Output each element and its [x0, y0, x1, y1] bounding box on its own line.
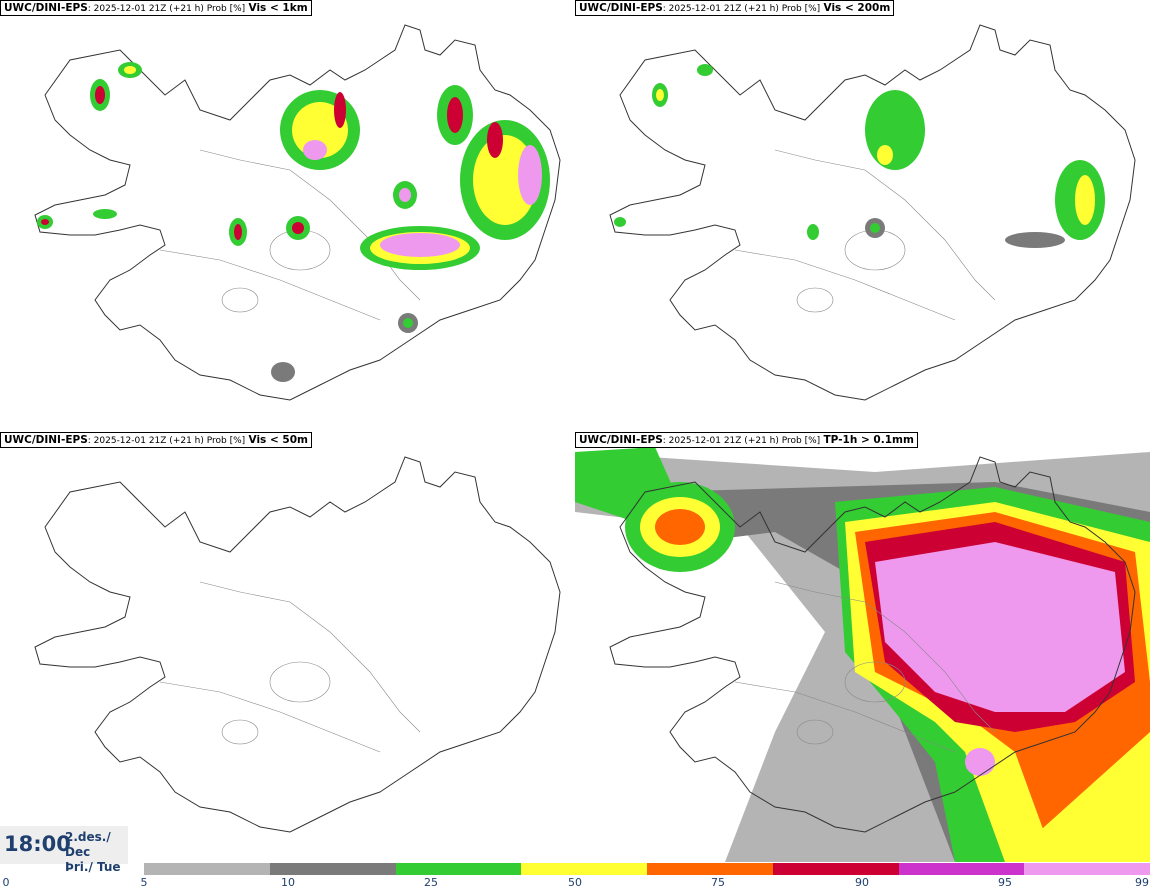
panel-title: UWC/DINI-EPS: 2025-12-01 21Z (+21 h) Pro…	[0, 432, 312, 448]
panel-title: UWC/DINI-EPS: 2025-12-01 21Z (+21 h) Pro…	[575, 432, 918, 448]
colorbar-tick-label: 10	[281, 876, 295, 889]
colorbar-segment	[647, 863, 773, 875]
colorbar-tick-label: 95	[998, 876, 1012, 889]
valid-date: 2.des./ Dec Þri./ Tue	[65, 830, 128, 875]
colorbar-segment	[395, 863, 522, 875]
panel-title: UWC/DINI-EPS: 2025-12-01 21Z (+21 h) Pro…	[575, 0, 895, 16]
colorbar-tick-label: 50	[568, 876, 582, 889]
valid-time-box: 18:00 2.des./ Dec Þri./ Tue	[0, 826, 128, 874]
probability-field	[37, 62, 550, 382]
map-panel-vis-50m: UWC/DINI-EPS: 2025-12-01 21Z (+21 h) Pro…	[0, 432, 575, 862]
colorbar-tick-label: 75	[711, 876, 725, 889]
map-vis-1km	[34, 24, 561, 401]
colorbar	[144, 863, 1150, 875]
colorbar-segment	[1024, 863, 1150, 875]
map-panel-vis-1km: UWC/DINI-EPS: 2025-12-01 21Z (+21 h) Pro…	[0, 0, 575, 430]
valid-time: 18:00	[4, 832, 71, 856]
map-precip	[575, 447, 1150, 862]
colorbar-tick-label: 5	[140, 876, 148, 889]
colorbar-segment	[898, 863, 1025, 875]
colorbar-segment	[144, 863, 270, 875]
map-panel-precip: UWC/DINI-EPS: 2025-12-01 21Z (+21 h) Pro…	[575, 432, 1150, 862]
colorbar-segment	[269, 863, 396, 875]
colorbar-tick-label: 90	[855, 876, 869, 889]
panel-title: UWC/DINI-EPS: 2025-12-01 21Z (+21 h) Pro…	[0, 0, 312, 16]
map-vis-200m	[609, 24, 1136, 401]
probability-field	[575, 447, 1150, 862]
colorbar-segment	[521, 863, 647, 875]
valid-date-line2: Þri./ Tue	[65, 860, 121, 874]
valid-date-line1: 2.des./ Dec	[65, 830, 111, 859]
colorbar-segment	[772, 863, 899, 875]
colorbar-tick-label: 0	[2, 876, 10, 889]
map-vis-50m	[34, 456, 561, 833]
probability-field	[614, 64, 1105, 248]
colorbar-tick-label: 99	[1135, 876, 1149, 889]
colorbar-tick-label: 25	[424, 876, 438, 889]
map-panel-vis-200m: UWC/DINI-EPS: 2025-12-01 21Z (+21 h) Pro…	[575, 0, 1150, 430]
colorbar-ticks: 0 5 10 25 50 75 90 95 99	[0, 876, 1150, 891]
